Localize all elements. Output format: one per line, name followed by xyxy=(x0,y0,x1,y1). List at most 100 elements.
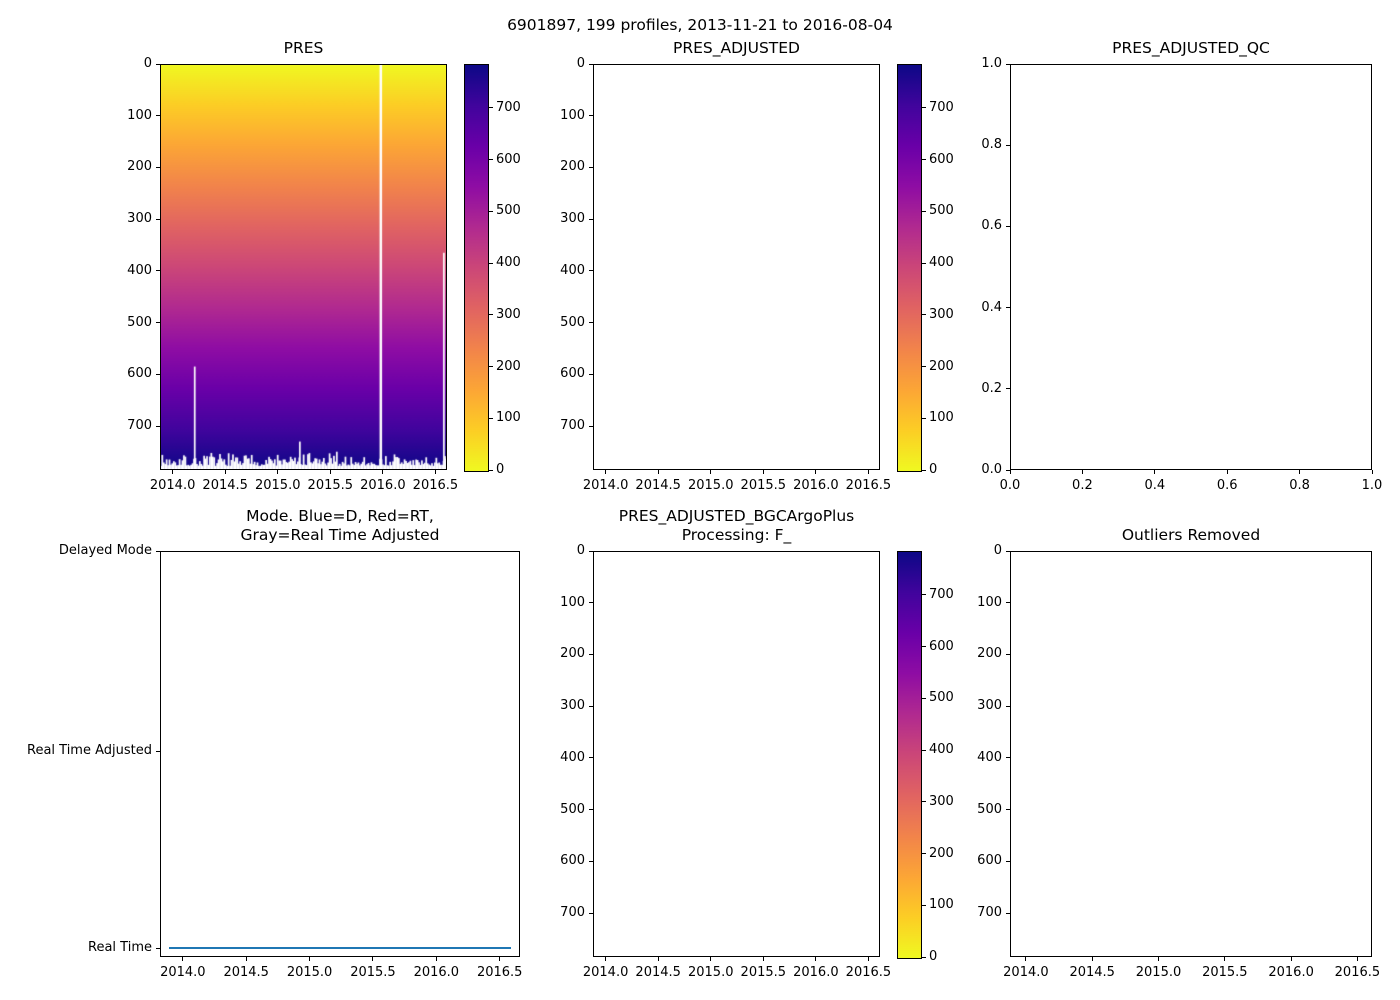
x-tick-mark xyxy=(762,470,764,474)
x-tick-label-mode: 2014.0 xyxy=(160,965,206,980)
y-tick-mark xyxy=(589,860,593,862)
subplot-title-outliers-removed: Outliers Removed xyxy=(1121,526,1261,544)
x-tick-mark xyxy=(1154,470,1156,474)
x-tick-mark xyxy=(1371,470,1373,474)
subplot-title-mode: Mode. Blue=D, Red=RT, Gray=Real Time Adj… xyxy=(240,507,440,544)
colorbar-tick-label-pres-adjusted-bgc: 300 xyxy=(929,793,954,809)
colorbar-tick-label-pres: 0 xyxy=(496,462,505,477)
x-tick-mark xyxy=(815,470,817,474)
colorbar-tick-mark xyxy=(489,159,493,161)
y-tick-mark xyxy=(589,63,593,65)
colorbar-tick-mark xyxy=(922,646,926,648)
y-tick-mark xyxy=(589,757,593,759)
x-tick-label-pres-adjusted-bgc: 2016.5 xyxy=(845,965,892,980)
colorbar-tick-label-pres-adjusted-bgc: 700 xyxy=(929,586,954,602)
colorbar-tick-label-pres: 700 xyxy=(496,99,521,115)
y-tick-mark xyxy=(589,322,593,324)
x-tick-label-pres-adjusted-qc: 0.4 xyxy=(1144,478,1166,493)
x-tick-mark xyxy=(605,957,607,961)
colorbar-tick-label-pres-adjusted: 700 xyxy=(929,99,954,115)
y-tick-mark xyxy=(589,218,593,220)
colorbar-tick-mark xyxy=(922,594,926,596)
y-tick-mark xyxy=(1006,809,1010,811)
x-tick-label-pres-adjusted-qc: 0.6 xyxy=(1216,478,1238,493)
y-tick-label-pres-adjusted-qc: 0.6 xyxy=(981,218,1002,234)
x-tick-label-pres-adjusted-bgc: 2015.0 xyxy=(687,965,734,980)
y-tick-label-pres-adjusted-bgc: 600 xyxy=(560,853,585,869)
colorbar-tick-mark xyxy=(922,314,926,316)
y-tick-label-pres-adjusted: 100 xyxy=(560,107,585,123)
y-tick-mark xyxy=(1006,860,1010,862)
x-tick-mark xyxy=(309,957,311,961)
x-tick-mark xyxy=(1226,470,1228,474)
axes-outliers-removed xyxy=(1010,551,1372,957)
colorbar-tick-label-pres-adjusted-bgc: 100 xyxy=(929,897,954,913)
colorbar-tick-label-pres-adjusted-bgc: 600 xyxy=(929,638,954,654)
x-tick-label-outliers-removed: 2016.5 xyxy=(1334,965,1381,980)
x-tick-label-pres-adjusted-qc: 0.0 xyxy=(999,478,1021,493)
colorbar-tick-label-pres: 600 xyxy=(496,151,521,167)
colorbar-tick-mark xyxy=(922,853,926,855)
colorbar-tick-mark xyxy=(922,210,926,212)
x-tick-label-outliers-removed: 2014.0 xyxy=(1003,965,1049,980)
y-tick-mark xyxy=(589,115,593,117)
y-tick-mark xyxy=(156,750,160,752)
x-tick-mark xyxy=(1299,470,1301,474)
x-tick-mark xyxy=(657,470,659,474)
x-tick-mark xyxy=(372,957,374,961)
x-tick-label-pres-adjusted-qc: 1.0 xyxy=(1361,478,1383,493)
y-tick-mark xyxy=(1006,469,1010,471)
x-tick-mark xyxy=(1091,957,1093,961)
y-tick-label-pres-adjusted: 0 xyxy=(576,56,585,71)
y-tick-label-pres-adjusted-bgc: 500 xyxy=(560,801,585,817)
colorbar-tick-mark xyxy=(489,314,493,316)
colorbar-tick-mark xyxy=(489,366,493,368)
colorbar-tick-mark xyxy=(489,262,493,264)
x-tick-label-pres: 2014.5 xyxy=(202,478,248,493)
y-tick-label-pres-adjusted: 200 xyxy=(560,159,585,175)
colorbar-tick-label-pres: 400 xyxy=(496,255,521,271)
colorbar-tick-mark xyxy=(922,262,926,264)
y-tick-label-outliers-removed: 100 xyxy=(977,594,1002,610)
colorbar-tick-mark xyxy=(489,107,493,109)
y-tick-label-outliers-removed: 700 xyxy=(977,905,1002,921)
colorbar-tick-mark xyxy=(922,697,926,699)
colorbar-tick-label-pres-adjusted: 0 xyxy=(929,462,938,477)
y-tick-label-pres: 600 xyxy=(127,366,152,382)
x-tick-label-pres-adjusted-qc: 0.8 xyxy=(1289,478,1310,493)
x-tick-mark xyxy=(382,470,384,474)
y-tick-mark xyxy=(589,270,593,272)
x-tick-label-mode: 2014.5 xyxy=(223,965,269,980)
y-tick-mark xyxy=(156,322,160,324)
y-tick-label-pres-adjusted-bgc: 200 xyxy=(560,646,585,662)
y-tick-mark xyxy=(156,947,160,949)
colorbar-tick-label-pres-adjusted-bgc: 400 xyxy=(929,742,954,758)
y-tick-mark xyxy=(589,550,593,552)
x-tick-label-pres-adjusted-qc: 0.2 xyxy=(1072,478,1093,493)
x-tick-mark xyxy=(224,470,226,474)
y-tick-mark xyxy=(1006,225,1010,227)
x-tick-mark xyxy=(867,957,869,961)
colorbar-tick-mark xyxy=(922,469,926,471)
y-tick-mark xyxy=(1006,550,1010,552)
colorbar-pres xyxy=(464,64,489,472)
subplot-title-pres: PRES xyxy=(283,39,324,57)
x-tick-mark xyxy=(1081,470,1083,474)
x-tick-mark xyxy=(605,470,607,474)
y-tick-mark xyxy=(1006,388,1010,390)
colorbar-tick-mark xyxy=(489,210,493,212)
colorbar-pres-adjusted-bgc xyxy=(897,551,922,959)
y-tick-label-pres-adjusted-qc: 0.2 xyxy=(981,380,1002,396)
x-tick-label-pres-adjusted: 2015.5 xyxy=(740,478,787,493)
y-tick-label-mode: Real Time xyxy=(88,940,152,956)
x-tick-label-outliers-removed: 2014.5 xyxy=(1069,965,1115,980)
y-tick-label-outliers-removed: 0 xyxy=(993,543,1002,558)
x-tick-label-pres-adjusted: 2014.0 xyxy=(582,478,629,493)
y-tick-label-pres: 700 xyxy=(127,418,152,434)
subplot-title-pres-adjusted: PRES_ADJUSTED xyxy=(673,39,800,57)
colorbar-tick-mark xyxy=(922,749,926,751)
x-tick-label-pres-adjusted-bgc: 2015.5 xyxy=(740,965,787,980)
x-tick-label-pres-adjusted: 2016.0 xyxy=(793,478,839,493)
x-tick-mark xyxy=(499,957,501,961)
x-tick-label-outliers-removed: 2015.5 xyxy=(1202,965,1248,980)
